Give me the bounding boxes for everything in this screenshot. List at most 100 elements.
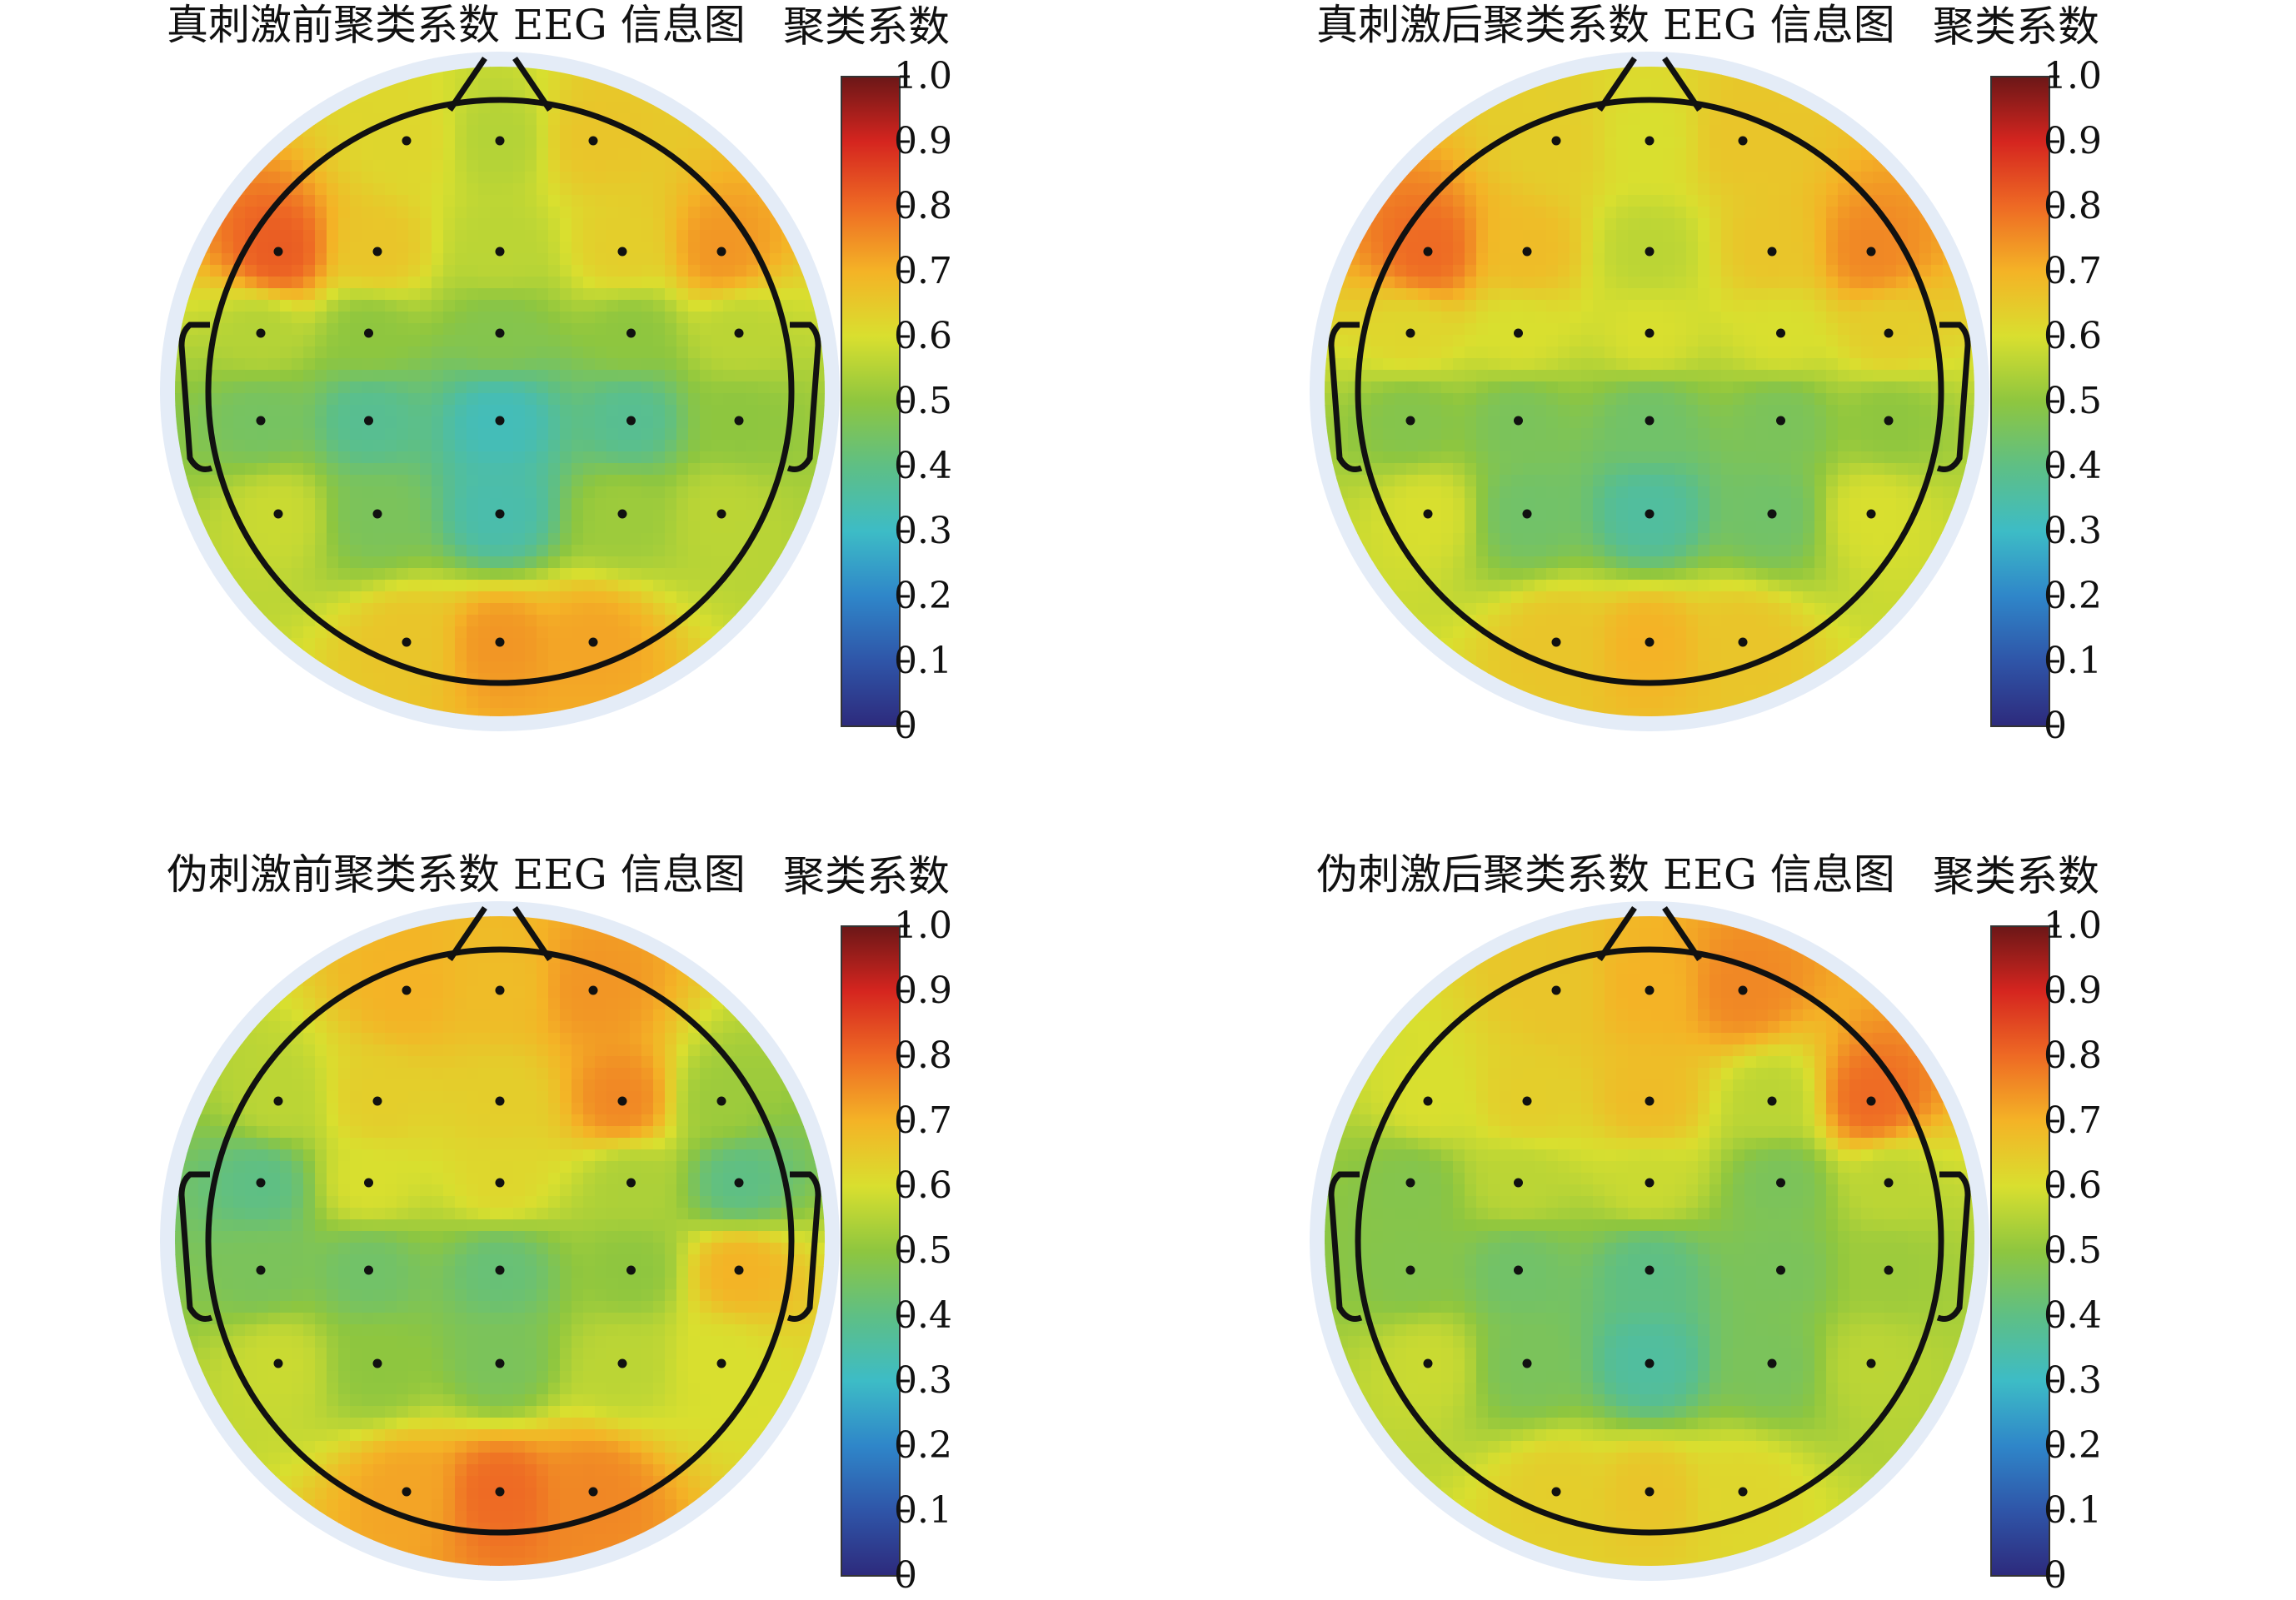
colorbar-tick-label: 0.1 (2044, 640, 2102, 682)
electrode-dot (1514, 1265, 1523, 1275)
electrode-dot (1645, 1265, 1655, 1275)
colorbar-tick-label: 0.2 (894, 1424, 952, 1467)
electrode-dot (1645, 136, 1655, 146)
electrode-dot (617, 247, 627, 257)
electrode-dot (1767, 509, 1777, 519)
electrode-dot (372, 247, 382, 257)
right-ear (1936, 321, 1971, 472)
colorbar-tick-label: 0.9 (2044, 969, 2102, 1012)
electrode-dot (617, 509, 627, 519)
electrode-dot (588, 1487, 598, 1497)
electrode-dot (402, 1487, 412, 1497)
electrode-dot (1776, 1178, 1785, 1188)
right-ear (1936, 1171, 1971, 1322)
electrode-dot (495, 1096, 505, 1106)
colorbar-tick-label: 0.6 (894, 1164, 952, 1207)
colorbar-tick-label: 0.3 (2044, 510, 2102, 552)
electrode-dot (1645, 985, 1655, 995)
electrode-dot (495, 1487, 505, 1497)
electrode-dot (1767, 1096, 1777, 1106)
electrode-dot (626, 416, 636, 426)
electrode-dot (1645, 1487, 1655, 1497)
colorbar-tick-label: 0.4 (2044, 1294, 2102, 1337)
colorbar-tick-label: 0.7 (894, 250, 952, 292)
colorbar-tick-label: 1.0 (894, 55, 952, 97)
chart-title: 真刺激后聚类系数 EEG 信息图 (1316, 1, 1895, 49)
colorbar-tick-label: 0.4 (894, 445, 952, 487)
left-ear (1328, 1171, 1363, 1322)
electrode-dot (495, 1178, 505, 1188)
electrode-dot (716, 509, 726, 519)
chart-title: 伪刺激后聚类系数 EEG 信息图 (1316, 850, 1895, 899)
electrode-dot (1522, 509, 1532, 519)
colorbar-tick-label: 0.5 (2044, 380, 2102, 422)
electrode-dot (716, 1096, 726, 1106)
electrode-dot (1645, 328, 1655, 338)
colorbar-tick-label: 0.1 (894, 1489, 952, 1532)
electrode-dot (588, 637, 598, 647)
head-outline (1355, 97, 1944, 686)
colorbar-tick-label: 0.6 (2044, 1164, 2102, 1207)
colorbar-tick-label: 0.1 (894, 640, 952, 682)
electrode-dot (1405, 328, 1415, 338)
electrode-dot (617, 1358, 627, 1368)
electrode-dot (256, 416, 266, 426)
colorbar-title: 聚类系数 (1933, 852, 2099, 900)
electrode-dot (1551, 1487, 1561, 1497)
electrode-dot (495, 416, 505, 426)
electrode-dot (495, 328, 505, 338)
electrode-dot (495, 637, 505, 647)
electrode-dot (495, 247, 505, 257)
electrode-dot (256, 1265, 266, 1275)
left-ear (1328, 321, 1363, 472)
electrode-dot (273, 247, 283, 257)
colorbar-tick-label: 0.9 (2044, 120, 2102, 162)
colorbar-title: 聚类系数 (783, 2, 950, 51)
electrode-dot (1645, 416, 1655, 426)
electrode-dot (1405, 1178, 1415, 1188)
electrode-dot (734, 328, 744, 338)
topomap-svg (160, 901, 910, 1581)
electrode-dot (1405, 1265, 1415, 1275)
chart-title: 真刺激前聚类系数 EEG 信息图 (167, 1, 746, 49)
colorbar-tick-label: 0.8 (2044, 185, 2102, 227)
colorbar-tick-label: 0.7 (894, 1099, 952, 1142)
colorbar (841, 925, 901, 1577)
colorbar-tick-label: 0.2 (2044, 575, 2102, 617)
electrode-dot (495, 136, 505, 146)
colorbar-tick-label: 0.1 (2044, 1489, 2102, 1532)
electrode-dot (1514, 328, 1523, 338)
electrode-dot (734, 1265, 744, 1275)
panel-real-pre: 真刺激前聚类系数 EEG 信息图 聚类系数 1.0 0.9 0.8 0.7 0.6 0.5… (117, 0, 1200, 750)
colorbar (1990, 925, 2050, 1577)
head-outline (205, 97, 795, 686)
colorbar-tick-label: 0.5 (894, 380, 952, 422)
electrode-dot (734, 1178, 744, 1188)
head-outline (205, 946, 795, 1536)
electrode-dot (1522, 247, 1532, 257)
electrode-dot (1522, 1096, 1532, 1106)
electrode-dot (1645, 1358, 1655, 1368)
electrode-dot (372, 1358, 382, 1368)
electrode-dot (495, 985, 505, 995)
head-outline (1355, 946, 1944, 1536)
electrode-dot (1645, 1178, 1655, 1188)
colorbar-tick-label: 0 (894, 705, 917, 747)
electrode-dot (626, 1265, 636, 1275)
electrode-dot (402, 637, 412, 647)
colorbar-tick-label: 0.2 (2044, 1424, 2102, 1467)
electrode-dot (1645, 247, 1655, 257)
electrode-dot (1884, 328, 1894, 338)
electrode-dot (1866, 509, 1876, 519)
left-ear (178, 1171, 213, 1322)
electrode-dot (1522, 1358, 1532, 1368)
colorbar-tick-label: 1.0 (2044, 55, 2102, 97)
electrode-dot (495, 509, 505, 519)
electrode-dot (1767, 1358, 1777, 1368)
electrode-dot (626, 1178, 636, 1188)
topomap-svg (1310, 52, 2059, 731)
electrode-dot (1866, 247, 1876, 257)
topomap-svg (160, 52, 910, 731)
electrode-dot (1767, 247, 1777, 257)
colorbar-tick-label: 0 (2044, 705, 2067, 747)
